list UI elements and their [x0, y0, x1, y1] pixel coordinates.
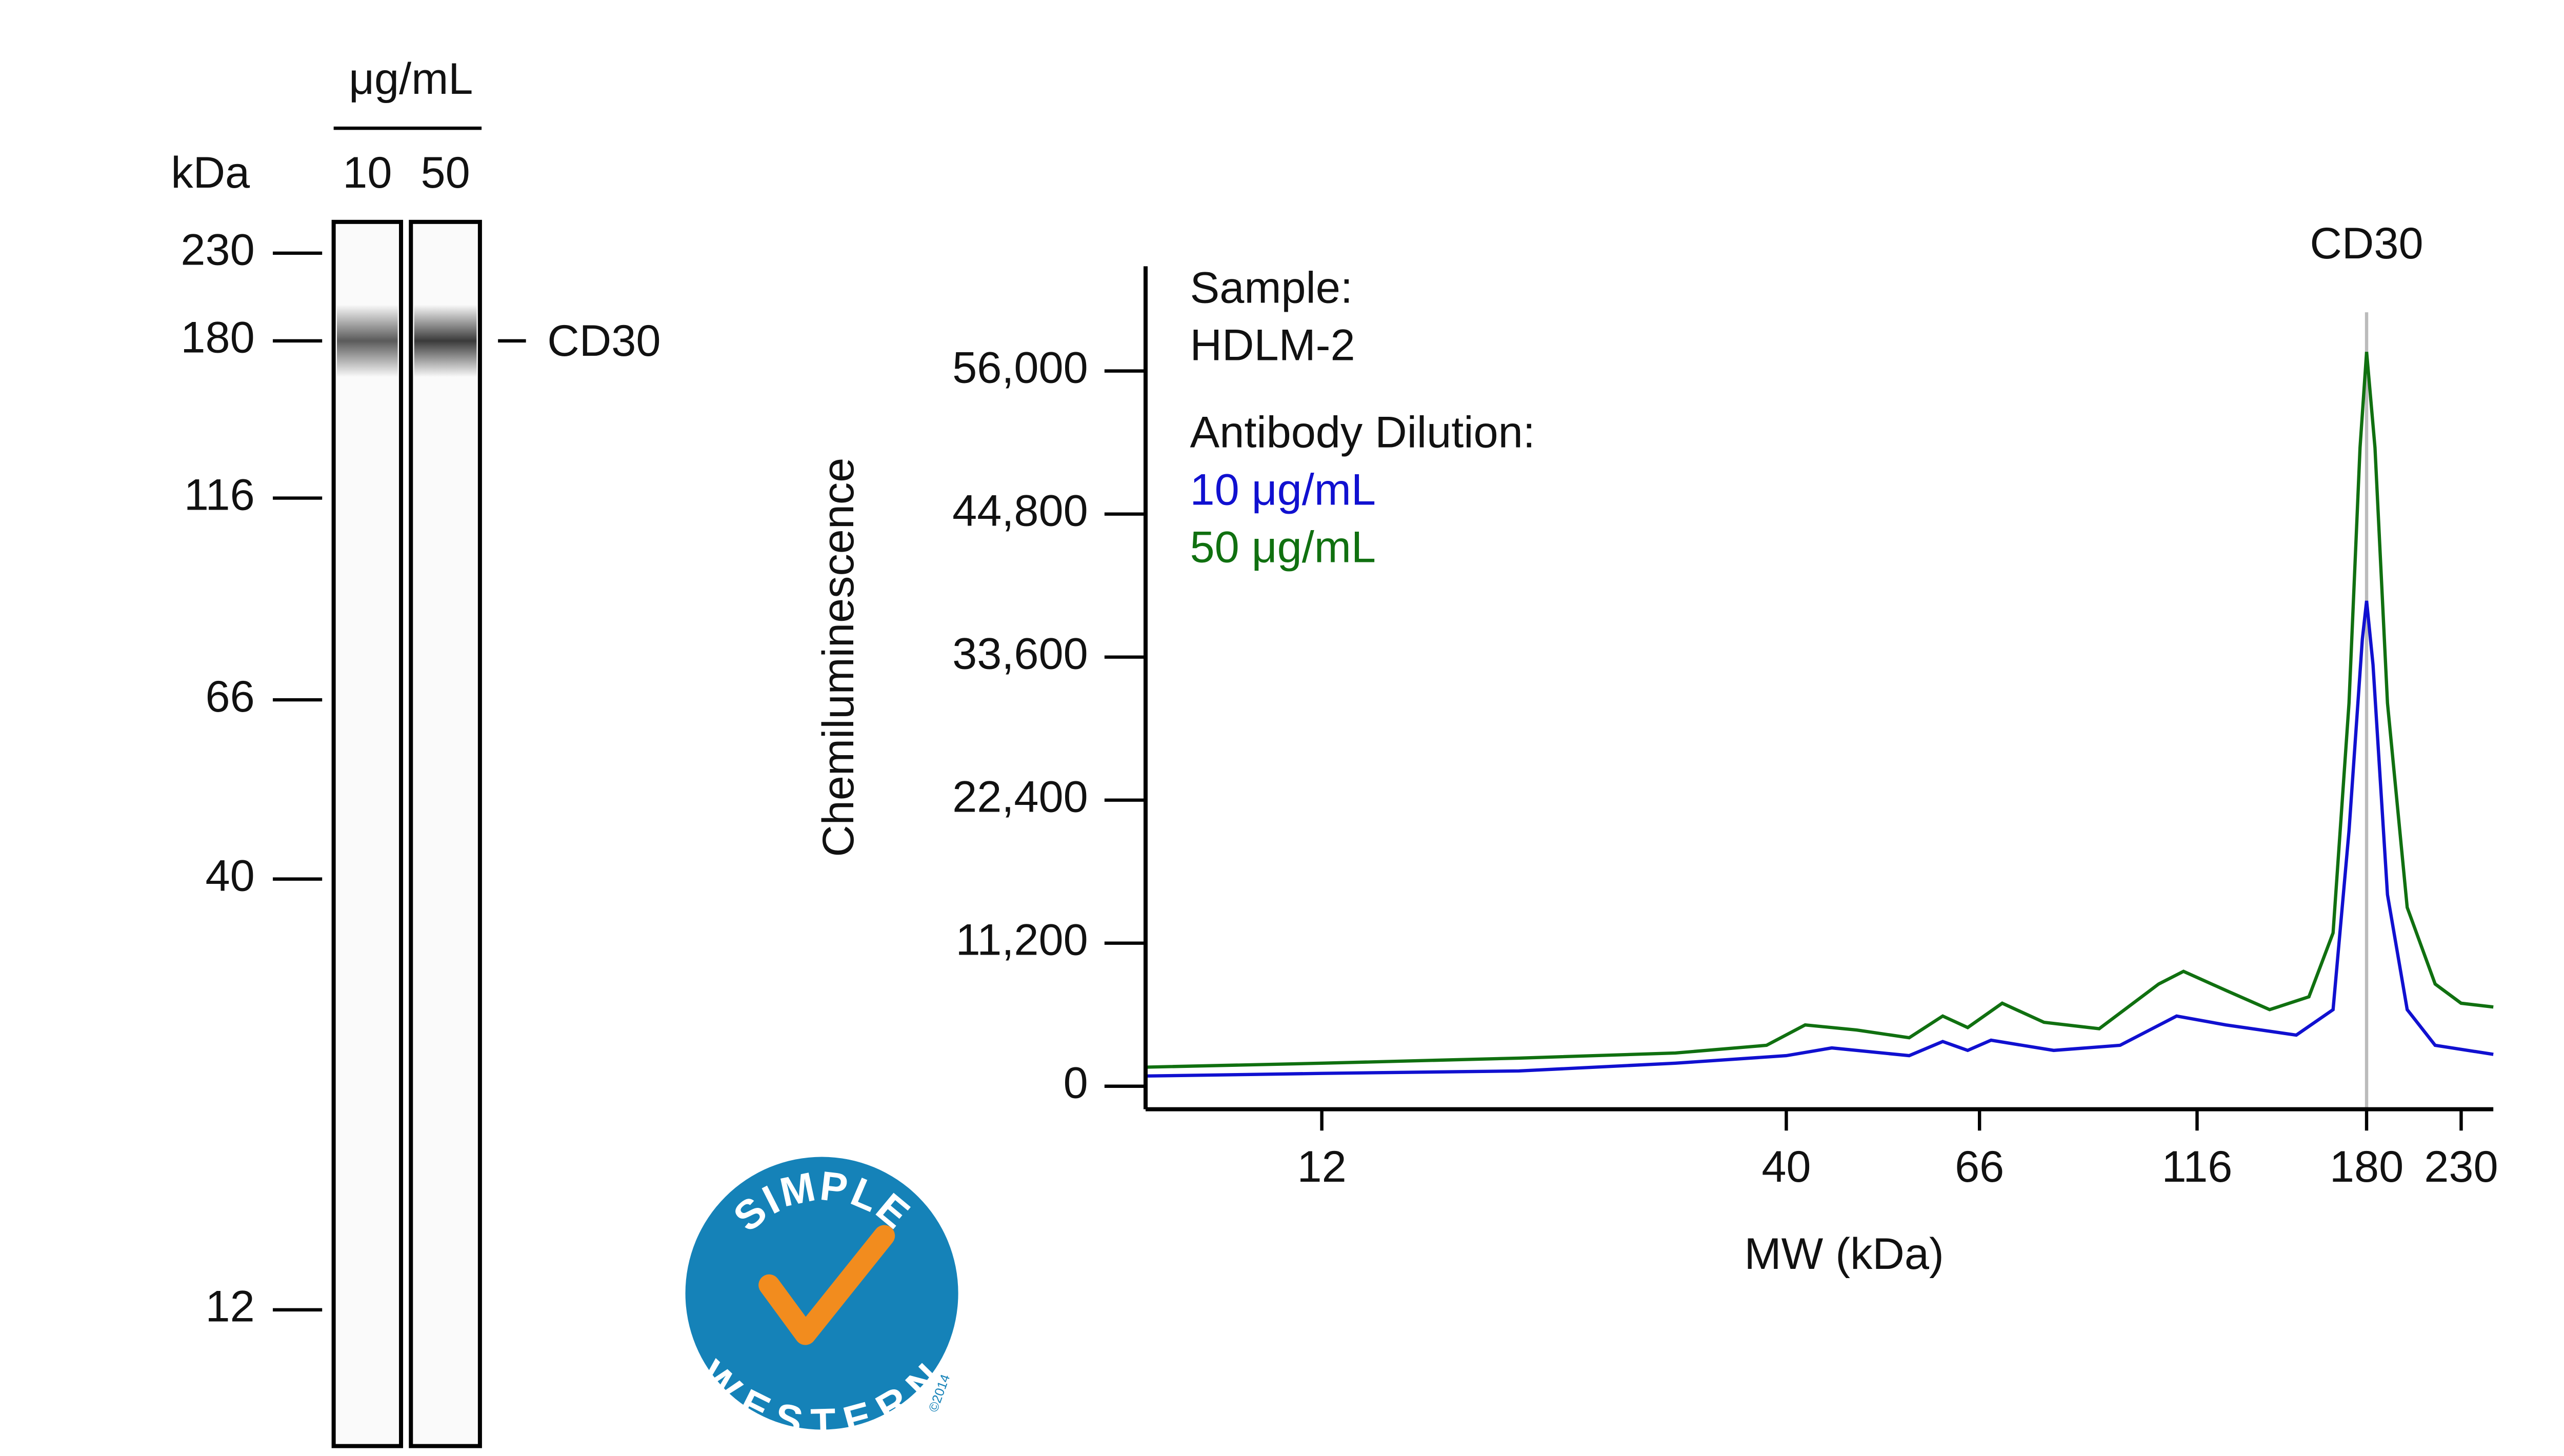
gel-title: μg/mL [349, 54, 473, 104]
lane [331, 219, 404, 1448]
marker-label: CD30 [2310, 219, 2423, 268]
y-tick-label: 0 [1064, 1059, 1088, 1108]
y-axis-label: Chemiluminescence [814, 458, 863, 857]
y-tick-label: 11,200 [956, 916, 1088, 965]
x-tick-label: 66 [1955, 1142, 2004, 1191]
x-axis-label: MW (kDa) [1745, 1229, 1944, 1279]
gel-tick-label: 116 [184, 470, 255, 519]
band [337, 305, 398, 377]
logo: SIMPLE WESTERN ©2014 [685, 1157, 958, 1446]
lane-label: 50 [420, 148, 470, 197]
logo-check [758, 1225, 895, 1345]
y-tick-label: 44,800 [952, 487, 1088, 536]
x-tick-label: 40 [1761, 1142, 1811, 1191]
series-line [1145, 352, 2494, 1069]
series-line [1145, 600, 2494, 1078]
legend-entry: 10 μg/mL [1190, 466, 1376, 515]
x-tick-label: 230 [2424, 1142, 2498, 1191]
gel-tick-label: 230 [181, 226, 254, 275]
x-tick-label: 180 [2330, 1142, 2403, 1191]
gel-tick-label: 66 [206, 672, 255, 721]
logo-circle [685, 1157, 958, 1430]
note: HDLM-2 [1190, 320, 1355, 370]
x-tick-label: 12 [1297, 1142, 1347, 1191]
legend-entry: 50 μg/mL [1190, 523, 1376, 572]
lane-label: 10 [343, 148, 392, 197]
gel-ylabel: kDa [171, 148, 250, 197]
y-tick-label: 33,600 [952, 630, 1088, 679]
note: Antibody Dilution: [1190, 408, 1535, 457]
y-tick-label: 56,000 [952, 343, 1088, 393]
lane [409, 219, 482, 1448]
gel-tick-label: 40 [206, 851, 255, 900]
band-label: CD30 [547, 316, 660, 366]
band [414, 305, 477, 377]
note: Sample: [1190, 263, 1353, 312]
gel-tick-label: 12 [206, 1282, 255, 1331]
gel-tick-label: 180 [181, 313, 254, 362]
x-tick-label: 116 [2162, 1142, 2233, 1191]
y-tick-label: 22,400 [952, 773, 1088, 822]
